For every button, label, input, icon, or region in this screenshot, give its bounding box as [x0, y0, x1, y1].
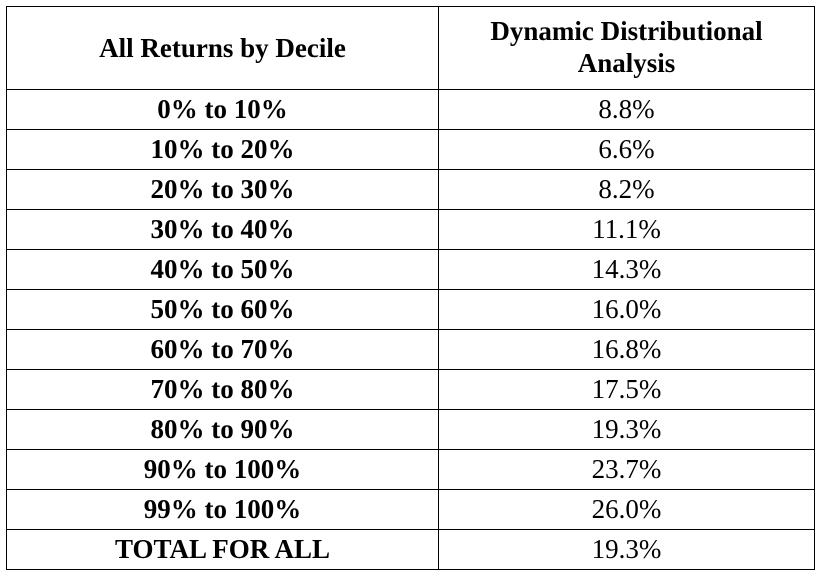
value-cell: 14.3%: [438, 249, 815, 290]
column-header-analysis-line1: Dynamic Distributional: [490, 16, 763, 46]
table-row: 40% to 50% 14.3%: [6, 249, 815, 290]
decile-cell: 90% to 100%: [6, 449, 439, 490]
table-header: All Returns by Decile Dynamic Distributi…: [6, 6, 815, 90]
decile-cell: 50% to 60%: [6, 289, 439, 330]
column-header-analysis-text: Dynamic Distributional Analysis: [490, 11, 762, 85]
table-row: 30% to 40% 11.1%: [6, 209, 815, 250]
table-row: 50% to 60% 16.0%: [6, 289, 815, 330]
decile-cell: 99% to 100%: [6, 489, 439, 530]
table-row: 90% to 100% 23.7%: [6, 449, 815, 490]
table-body: 0% to 10% 8.8% 10% to 20% 6.6% 20% to 30…: [6, 89, 815, 570]
decile-cell: 70% to 80%: [6, 369, 439, 410]
decile-cell: 30% to 40%: [6, 209, 439, 250]
value-cell: 8.2%: [438, 169, 815, 210]
decile-cell: 0% to 10%: [6, 89, 439, 130]
table-row: 99% to 100% 26.0%: [6, 489, 815, 530]
total-value-cell: 19.3%: [438, 529, 815, 570]
value-cell: 8.8%: [438, 89, 815, 130]
value-cell: 16.0%: [438, 289, 815, 330]
column-header-decile: All Returns by Decile: [6, 6, 439, 90]
decile-cell: 40% to 50%: [6, 249, 439, 290]
decile-cell: 60% to 70%: [6, 329, 439, 370]
table-row: 20% to 30% 8.2%: [6, 169, 815, 210]
value-cell: 19.3%: [438, 409, 815, 450]
header-row: All Returns by Decile Dynamic Distributi…: [6, 6, 815, 90]
column-header-analysis: Dynamic Distributional Analysis: [438, 6, 815, 90]
table-row: 70% to 80% 17.5%: [6, 369, 815, 410]
value-cell: 23.7%: [438, 449, 815, 490]
table-row: 60% to 70% 16.8%: [6, 329, 815, 370]
decile-cell: 80% to 90%: [6, 409, 439, 450]
value-cell: 6.6%: [438, 129, 815, 170]
table-row: 10% to 20% 6.6%: [6, 129, 815, 170]
decile-table: All Returns by Decile Dynamic Distributi…: [6, 6, 815, 570]
table-row: 0% to 10% 8.8%: [6, 89, 815, 130]
table-row: 80% to 90% 19.3%: [6, 409, 815, 450]
value-cell: 11.1%: [438, 209, 815, 250]
value-cell: 16.8%: [438, 329, 815, 370]
decile-cell: 10% to 20%: [6, 129, 439, 170]
value-cell: 17.5%: [438, 369, 815, 410]
total-label-cell: TOTAL FOR ALL: [6, 529, 439, 570]
table-row-total: TOTAL FOR ALL 19.3%: [6, 529, 815, 570]
column-header-analysis-line2: Analysis: [577, 48, 676, 78]
decile-cell: 20% to 30%: [6, 169, 439, 210]
value-cell: 26.0%: [438, 489, 815, 530]
